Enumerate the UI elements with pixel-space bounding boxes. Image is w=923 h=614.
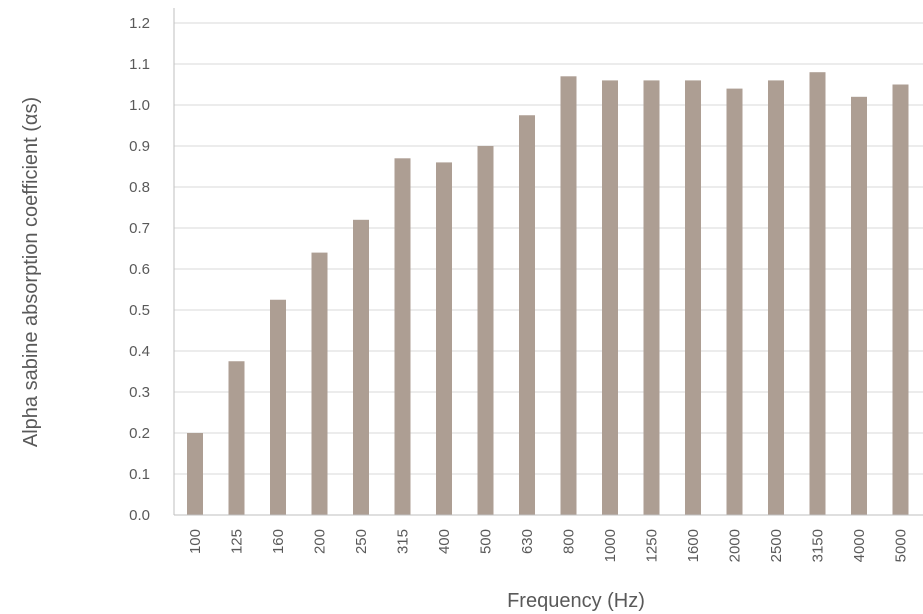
bar-315 <box>394 158 411 516</box>
y-tick-label: 0.3 <box>129 384 150 401</box>
x-tick-label: 250 <box>353 529 370 554</box>
bar-400 <box>436 162 452 515</box>
bar-1000 <box>602 80 618 516</box>
bar-5000 <box>892 84 909 515</box>
bar-4000 <box>851 96 867 516</box>
x-tick-label: 315 <box>395 529 412 554</box>
y-tick-label: 1.2 <box>129 15 150 32</box>
x-tick-label: 1600 <box>685 529 702 562</box>
y-tick-label: 1.0 <box>129 97 150 114</box>
x-tick-label: 2500 <box>768 529 785 562</box>
x-tick-label: 160 <box>270 529 287 554</box>
y-tick-label: 0.6 <box>129 261 150 278</box>
x-tick-label: 200 <box>312 529 329 554</box>
x-tick-label: 4000 <box>851 529 868 562</box>
y-tick-label: 0.7 <box>129 220 150 237</box>
y-tick-label: 0.9 <box>129 138 150 155</box>
x-tick-label: 800 <box>561 529 578 554</box>
y-axis-title: Alpha sabine absorption coefficient (αs) <box>20 97 42 447</box>
bar-1600 <box>685 80 701 516</box>
x-tick-label: 1000 <box>602 529 619 562</box>
y-tick-label: 0.2 <box>129 425 150 442</box>
bar-630 <box>519 115 535 515</box>
x-axis-title: Frequency (Hz) <box>507 590 645 612</box>
bar-200 <box>311 252 328 515</box>
y-tick-label: 0.1 <box>129 466 150 483</box>
bar-1250 <box>643 80 660 516</box>
bar-250 <box>353 219 369 516</box>
x-tick-label: 3150 <box>810 529 827 562</box>
bar-3150 <box>809 72 826 515</box>
bars <box>187 72 909 516</box>
x-tick-labels: 100 125 160 200 250 315 400 500 630 800 1000 1250 16… <box>187 529 910 562</box>
x-tick-label: 500 <box>478 529 495 554</box>
bar-800 <box>560 76 577 516</box>
y-tick-label: 0.8 <box>129 179 150 196</box>
bar-500 <box>477 146 494 515</box>
bar-2500 <box>768 80 784 516</box>
x-tick-label: 100 <box>187 529 204 554</box>
x-tick-label: 5000 <box>893 529 910 562</box>
y-tick-label: 1.1 <box>129 56 150 73</box>
x-tick-label: 400 <box>436 529 453 554</box>
x-tick-label: 2000 <box>727 529 744 562</box>
bar-160 <box>270 299 286 515</box>
x-tick-label: 1250 <box>644 529 661 562</box>
y-tick-label: 0.4 <box>129 343 150 360</box>
y-tick-label: 0.0 <box>129 507 150 524</box>
bar-2000 <box>726 88 743 515</box>
x-tick-label: 125 <box>229 529 246 554</box>
y-tick-labels: 0.0 0.1 0.2 0.3 0.4 0.5 0.6 0.7 0.8 0.9 1.0 1.1 1.2 <box>129 15 150 524</box>
y-tick-label: 0.5 <box>129 302 150 319</box>
bar-100 <box>187 433 203 515</box>
x-tick-label: 630 <box>519 529 536 554</box>
bar-125 <box>228 361 245 515</box>
gridlines <box>174 22 923 475</box>
